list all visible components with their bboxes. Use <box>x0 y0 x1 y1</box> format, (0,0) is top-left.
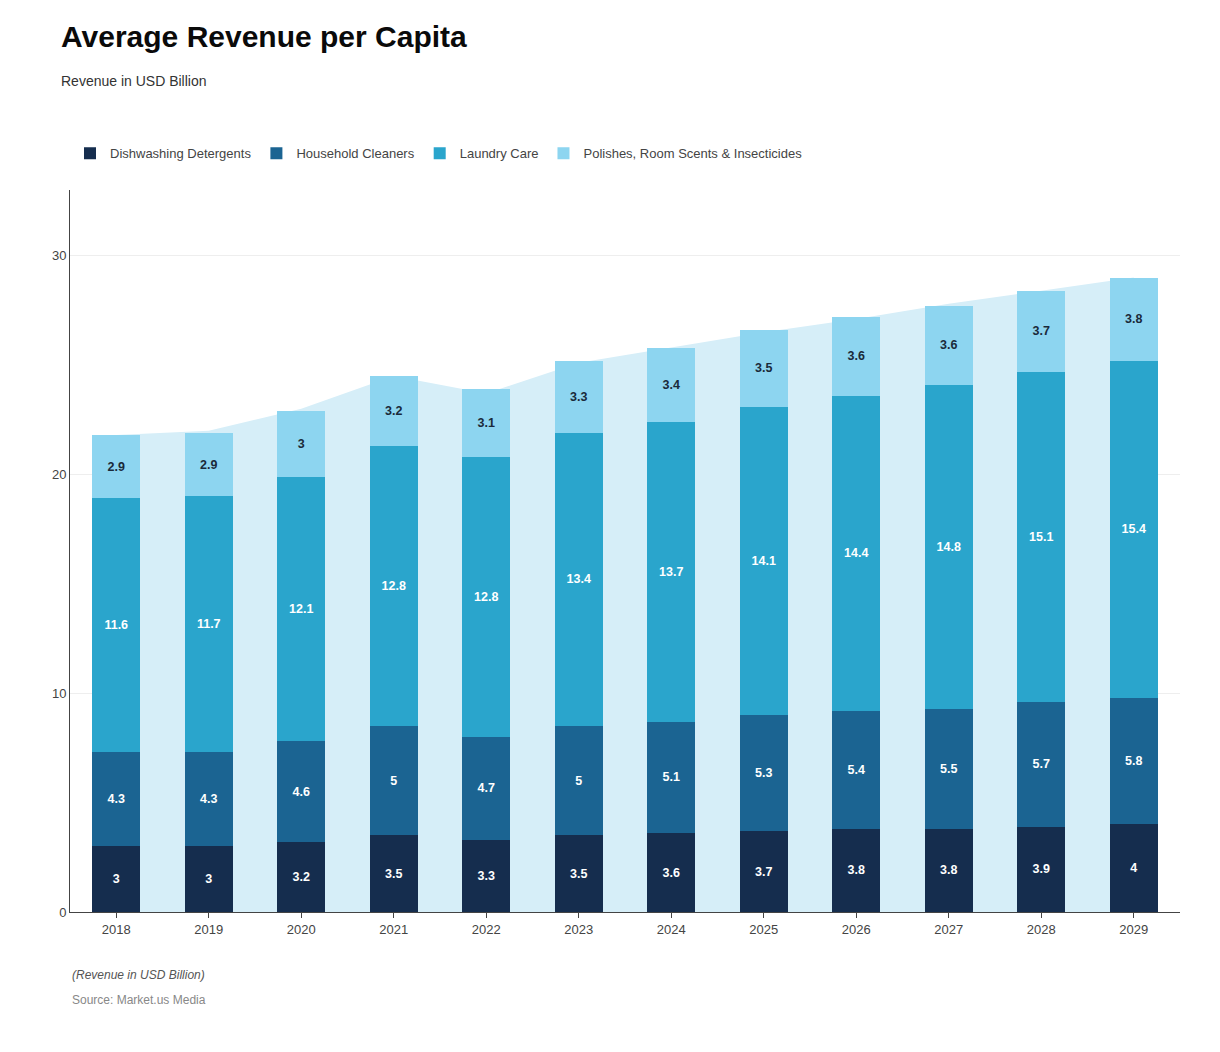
svg-text:4.3: 4.3 <box>200 792 217 806</box>
svg-text:3.8: 3.8 <box>848 863 865 877</box>
svg-text:13.7: 13.7 <box>659 565 683 579</box>
svg-text:2021: 2021 <box>379 922 408 937</box>
svg-text:5.4: 5.4 <box>848 763 865 777</box>
svg-text:3.8: 3.8 <box>940 863 957 877</box>
svg-text:14.4: 14.4 <box>844 546 868 560</box>
svg-text:5.1: 5.1 <box>663 770 680 784</box>
svg-text:Laundry Care: Laundry Care <box>460 146 539 161</box>
svg-text:15.4: 15.4 <box>1122 522 1146 536</box>
svg-text:2023: 2023 <box>564 922 593 937</box>
svg-text:11.7: 11.7 <box>197 617 221 631</box>
svg-text:(Revenue in USD Billion): (Revenue in USD Billion) <box>72 968 205 982</box>
svg-text:3.9: 3.9 <box>1033 862 1050 876</box>
svg-text:3.3: 3.3 <box>570 390 587 404</box>
svg-text:2.9: 2.9 <box>200 458 217 472</box>
svg-text:2028: 2028 <box>1027 922 1056 937</box>
svg-text:Revenue in USD Billion: Revenue in USD Billion <box>61 73 207 89</box>
svg-text:4.3: 4.3 <box>108 792 125 806</box>
svg-text:3: 3 <box>298 437 305 451</box>
svg-text:3.7: 3.7 <box>1033 324 1050 338</box>
svg-text:3.6: 3.6 <box>848 349 865 363</box>
svg-text:3: 3 <box>205 872 212 886</box>
svg-text:13.4: 13.4 <box>567 572 591 586</box>
svg-text:12.1: 12.1 <box>289 602 313 616</box>
svg-text:3.5: 3.5 <box>755 361 772 375</box>
svg-text:14.1: 14.1 <box>752 554 776 568</box>
svg-text:4: 4 <box>1130 861 1137 875</box>
svg-text:12.8: 12.8 <box>382 579 406 593</box>
svg-text:5.3: 5.3 <box>755 766 772 780</box>
svg-text:15.1: 15.1 <box>1029 530 1053 544</box>
svg-text:14.8: 14.8 <box>937 540 961 554</box>
svg-text:3.3: 3.3 <box>478 869 495 883</box>
svg-text:Source: Market.us Media: Source: Market.us Media <box>72 993 206 1007</box>
svg-text:3.1: 3.1 <box>478 416 495 430</box>
svg-text:3.8: 3.8 <box>1125 312 1142 326</box>
svg-text:3.4: 3.4 <box>663 378 680 392</box>
svg-text:3.7: 3.7 <box>755 865 772 879</box>
svg-text:4.7: 4.7 <box>478 781 495 795</box>
svg-text:30: 30 <box>52 248 66 263</box>
svg-text:3.2: 3.2 <box>385 404 402 418</box>
svg-text:2020: 2020 <box>287 922 316 937</box>
svg-text:2025: 2025 <box>749 922 778 937</box>
svg-text:3.6: 3.6 <box>663 866 680 880</box>
svg-text:3.5: 3.5 <box>570 867 587 881</box>
svg-text:3.6: 3.6 <box>940 338 957 352</box>
svg-text:5.7: 5.7 <box>1033 757 1050 771</box>
svg-text:3: 3 <box>113 872 120 886</box>
svg-text:5: 5 <box>390 774 397 788</box>
svg-text:5.5: 5.5 <box>940 762 957 776</box>
svg-text:2018: 2018 <box>102 922 131 937</box>
svg-text:Dishwashing Detergents: Dishwashing Detergents <box>110 146 251 161</box>
svg-text:3.5: 3.5 <box>385 867 402 881</box>
svg-text:0: 0 <box>59 905 66 920</box>
svg-text:4.6: 4.6 <box>293 785 310 799</box>
svg-text:Polishes, Room Scents & Insect: Polishes, Room Scents & Insecticides <box>583 146 802 161</box>
svg-text:2022: 2022 <box>472 922 501 937</box>
svg-text:2027: 2027 <box>934 922 963 937</box>
svg-text:11.6: 11.6 <box>104 618 128 632</box>
svg-text:3.2: 3.2 <box>293 870 310 884</box>
svg-text:20: 20 <box>52 467 66 482</box>
svg-text:2.9: 2.9 <box>108 460 125 474</box>
svg-text:5: 5 <box>575 774 582 788</box>
svg-text:2024: 2024 <box>657 922 686 937</box>
svg-text:Average Revenue per Capita: Average Revenue per Capita <box>61 20 467 53</box>
svg-text:2026: 2026 <box>842 922 871 937</box>
svg-text:2029: 2029 <box>1119 922 1148 937</box>
svg-text:12.8: 12.8 <box>474 590 498 604</box>
svg-text:2019: 2019 <box>194 922 223 937</box>
svg-text:10: 10 <box>52 686 66 701</box>
svg-text:Household Cleaners: Household Cleaners <box>296 146 414 161</box>
svg-text:5.8: 5.8 <box>1125 754 1142 768</box>
